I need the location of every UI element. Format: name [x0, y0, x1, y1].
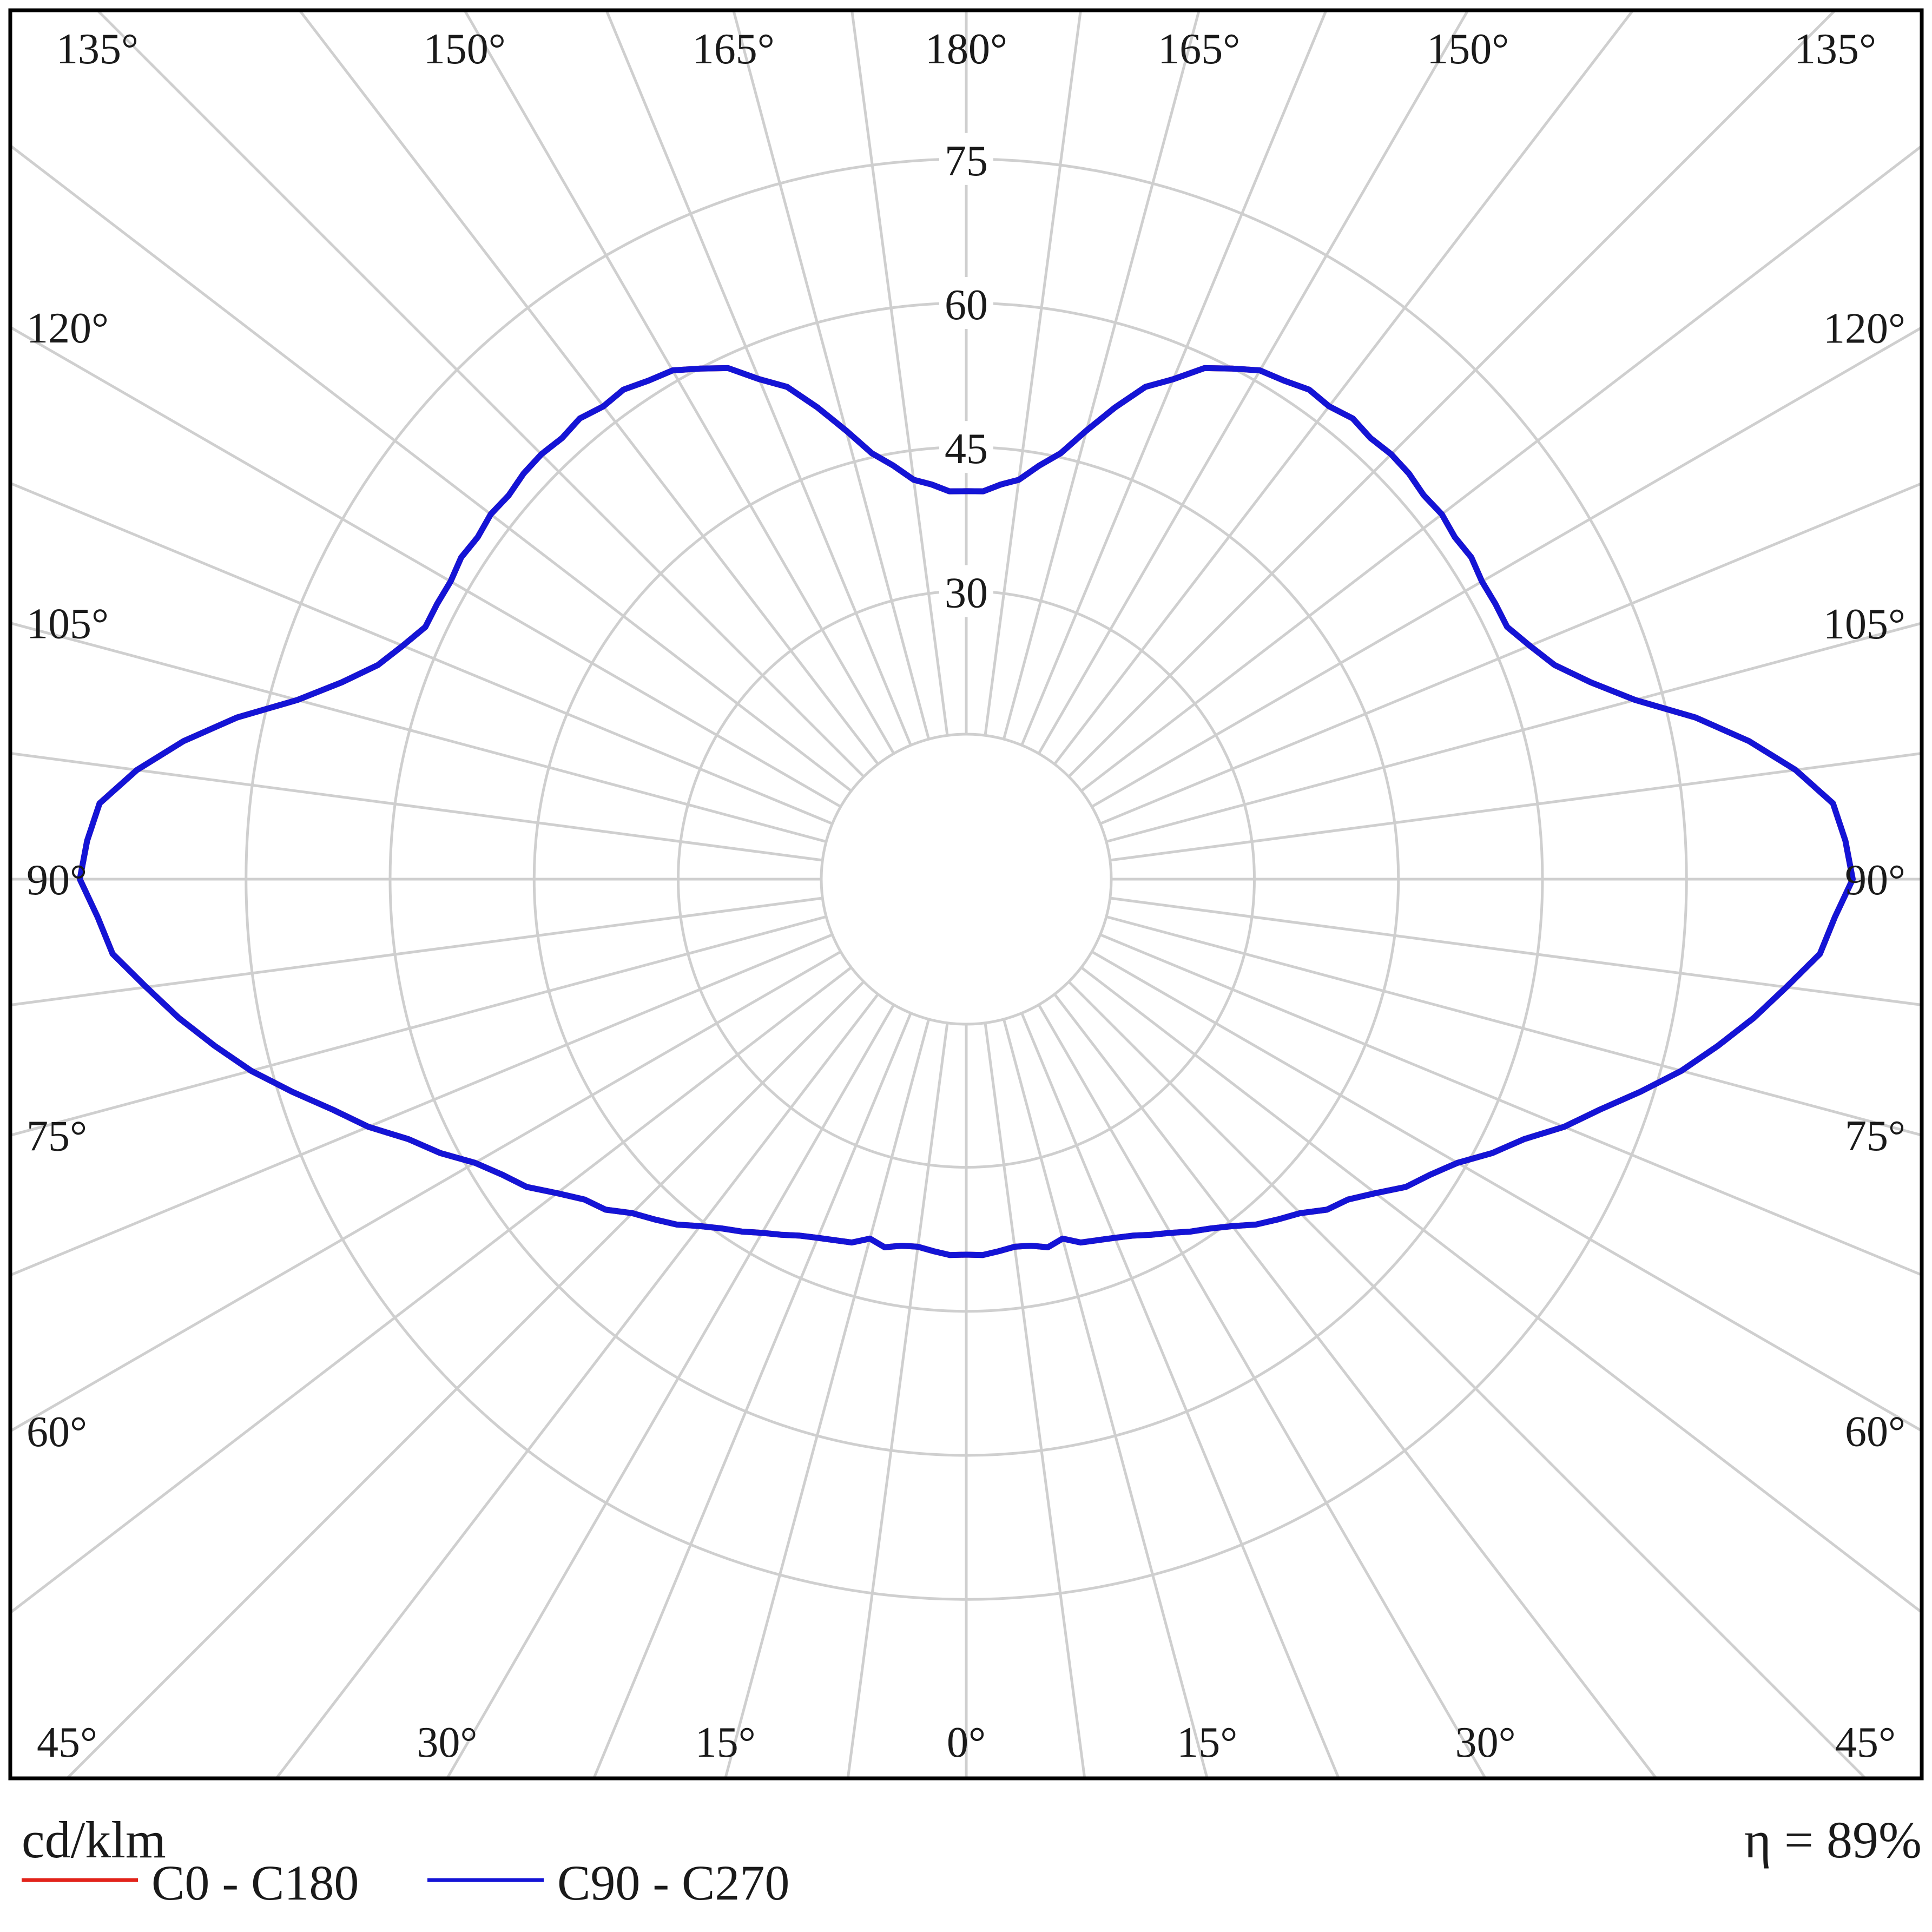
svg-text:30°: 30° — [417, 1719, 477, 1766]
svg-text:90°: 90° — [27, 856, 87, 904]
svg-text:15°: 15° — [1177, 1719, 1237, 1766]
svg-text:30: 30 — [945, 570, 988, 617]
svg-text:60°: 60° — [27, 1408, 87, 1456]
svg-text:45°: 45° — [37, 1719, 97, 1766]
svg-text:75°: 75° — [27, 1113, 87, 1160]
svg-text:60: 60 — [945, 281, 988, 329]
svg-text:30°: 30° — [1455, 1719, 1516, 1766]
svg-text:cd/klm: cd/klm — [22, 1811, 166, 1869]
svg-text:165°: 165° — [1158, 25, 1240, 73]
svg-text:75: 75 — [945, 137, 988, 185]
svg-text:45: 45 — [945, 425, 988, 473]
svg-text:165°: 165° — [693, 25, 775, 73]
svg-text:105°: 105° — [1823, 601, 1905, 648]
svg-text:60°: 60° — [1845, 1408, 1905, 1456]
svg-text:120°: 120° — [27, 305, 109, 352]
svg-text:75°: 75° — [1845, 1112, 1905, 1160]
svg-text:105°: 105° — [27, 601, 109, 648]
svg-text:45°: 45° — [1835, 1719, 1896, 1766]
svg-text:150°: 150° — [424, 25, 506, 73]
svg-text:η = 89%: η = 89% — [1744, 1811, 1922, 1869]
svg-text:90°: 90° — [1845, 856, 1905, 904]
svg-text:135°: 135° — [1794, 25, 1876, 73]
svg-text:135°: 135° — [56, 25, 139, 73]
svg-text:C90 - C270: C90 - C270 — [557, 1855, 789, 1910]
svg-text:C0 - C180: C0 - C180 — [151, 1855, 359, 1910]
svg-text:180°: 180° — [925, 25, 1007, 73]
svg-text:120°: 120° — [1823, 305, 1905, 352]
svg-text:150°: 150° — [1427, 25, 1509, 73]
svg-text:0°: 0° — [947, 1719, 986, 1766]
svg-text:15°: 15° — [695, 1719, 756, 1766]
